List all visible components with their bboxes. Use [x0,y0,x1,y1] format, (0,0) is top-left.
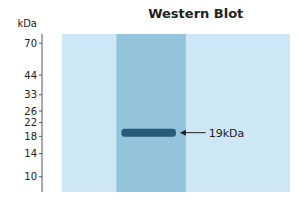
y-tick-label: 44 [24,70,37,81]
y-tick [39,122,42,123]
y-tick [39,75,42,76]
y-tick-label: 18 [24,131,37,142]
band [121,129,176,137]
chart: Western Blot 70 44 33 2622 18 14 10 kDa 19kDa [0,0,300,200]
y-tick-label: 33 [24,89,37,100]
y-tick-label: 14 [24,148,37,159]
y-tick-label: 26 [24,106,37,117]
title: Western Blot [148,6,243,21]
y-tick [39,176,42,177]
y-tick [39,136,42,137]
y-tick [39,94,42,95]
y-axis-label: kDa [17,18,37,29]
y-tick [39,111,42,112]
gel-lane [116,34,185,192]
label-arrow [185,132,206,133]
label-arrow-head [180,130,186,136]
y-tick-label: 70 [24,38,37,49]
y-axis-line [42,34,43,192]
y-tick-label: 10 [24,171,37,182]
y-tick [39,153,42,154]
data-label: 19kDa [209,127,245,140]
y-tick-label: 22 [24,117,37,128]
y-tick [39,43,42,44]
gel-background [62,34,290,192]
